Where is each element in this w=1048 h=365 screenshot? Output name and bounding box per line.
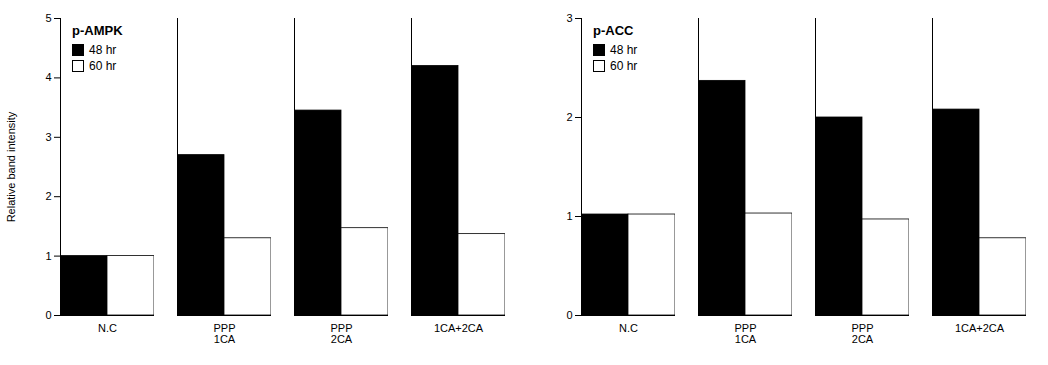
svg-text:2: 2 bbox=[45, 190, 51, 202]
svg-text:PPP2CA: PPP2CA bbox=[330, 322, 352, 345]
svg-text:1CA+2CA: 1CA+2CA bbox=[955, 322, 1005, 334]
html-text:p-AMPK: p-AMPK bbox=[72, 23, 123, 38]
svg-text:2: 2 bbox=[566, 111, 572, 123]
svg-text:0: 0 bbox=[45, 309, 51, 321]
html-text:60 hr: 60 hr bbox=[89, 58, 117, 73]
html-text:48 hr: 48 hr bbox=[610, 42, 638, 57]
svg-text:5: 5 bbox=[45, 12, 51, 24]
svg-text:3: 3 bbox=[45, 131, 51, 143]
svg-text:N.C: N.C bbox=[619, 322, 638, 334]
svg-text:3: 3 bbox=[566, 12, 572, 24]
svg-text:1: 1 bbox=[45, 250, 51, 262]
html-text:p-ACC: p-ACC bbox=[593, 23, 634, 38]
svg-text:PPP1CA: PPP1CA bbox=[734, 322, 756, 345]
svg-text:N.C: N.C bbox=[98, 322, 117, 334]
svg-text:PPP1CA: PPP1CA bbox=[213, 322, 235, 345]
svg-text:1CA+2CA: 1CA+2CA bbox=[434, 322, 484, 334]
html-text:60 hr: 60 hr bbox=[610, 58, 638, 73]
svg-text:PPP2CA: PPP2CA bbox=[851, 322, 873, 345]
svg-text:1: 1 bbox=[566, 210, 572, 222]
svg-text:4: 4 bbox=[45, 71, 51, 83]
svg-text:Relative band intensity: Relative band intensity bbox=[5, 111, 17, 222]
svg-text:0: 0 bbox=[566, 309, 572, 321]
html-text:48 hr: 48 hr bbox=[89, 42, 117, 57]
